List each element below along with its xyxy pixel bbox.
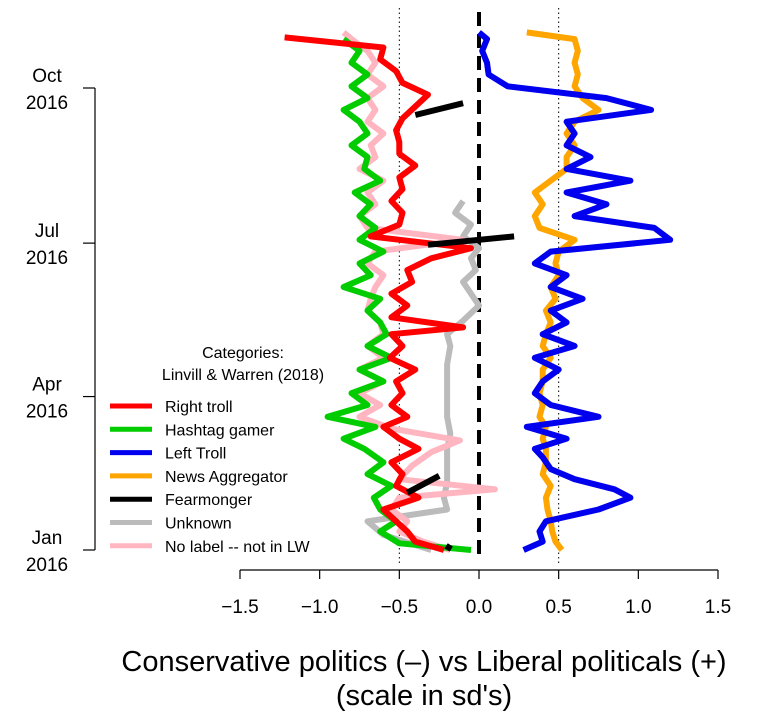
series-segment-fearmonger — [427, 233, 515, 248]
series-line-no-label-not-in-lw — [341, 30, 498, 553]
series-line-news-aggregator — [526, 29, 602, 552]
legend-label-unknown: Unknown — [165, 516, 232, 533]
y-tick-label-month: Oct — [32, 66, 62, 87]
series-line-hashtag-gamer — [324, 36, 472, 553]
y-tick-label-year: 2016 — [26, 248, 68, 269]
x-tick-label: 0.0 — [466, 597, 492, 618]
legend-label-hashtag-gamer: Hashtag gamer — [165, 422, 275, 439]
x-axis: −1.5 −1.0 −0.5 0.0 0.5 1.0 1.5 — [221, 569, 731, 618]
x-tick-label: 1.5 — [705, 597, 731, 618]
series-line-left-troll — [477, 30, 674, 553]
legend-label-right-troll: Right troll — [165, 399, 233, 416]
y-axis: Jan 2016 Apr 2016 Jul 2016 Oct 2016 — [26, 66, 96, 576]
x-tick-label: 1.0 — [625, 597, 651, 618]
legend-label-left-troll: Left Troll — [165, 446, 226, 463]
y-tick-label-year: 2016 — [26, 93, 68, 114]
legend: Categories: Linvill & Warren (2018) Righ… — [110, 345, 324, 556]
x-tick-label: −1.0 — [301, 597, 339, 618]
reference-lines — [398, 8, 560, 564]
y-tick-label-month: Apr — [32, 375, 62, 396]
series-line-right-troll — [284, 34, 474, 553]
series-lines — [284, 29, 674, 553]
legend-label-no-label-not-in-lw: No label -- not in LW — [165, 539, 311, 556]
y-tick-label-month: Jul — [35, 221, 59, 242]
x-tick-label: −1.5 — [221, 597, 259, 618]
y-tick-label-month: Jan — [32, 528, 63, 549]
legend-label-news-aggregator: News Aggregator — [165, 469, 288, 486]
legend-title-source: Linvill & Warren (2018) — [162, 367, 324, 384]
series-segment-fearmonger — [414, 100, 464, 118]
legend-title: Categories: — [202, 345, 284, 362]
x-axis-title: Conservative politics (–) vs Liberal pol… — [121, 646, 726, 678]
x-tick-label: 0.5 — [545, 597, 571, 618]
legend-label-fearmonger: Fearmonger — [165, 492, 253, 509]
x-tick-label: −0.5 — [381, 597, 419, 618]
series-segment-fearmonger — [405, 473, 441, 496]
y-tick-label-year: 2016 — [26, 555, 68, 576]
y-tick-label-year: 2016 — [26, 402, 68, 423]
x-axis-subtitle: (scale in sd's) — [336, 680, 512, 712]
series-segment-fearmonger — [444, 543, 453, 552]
